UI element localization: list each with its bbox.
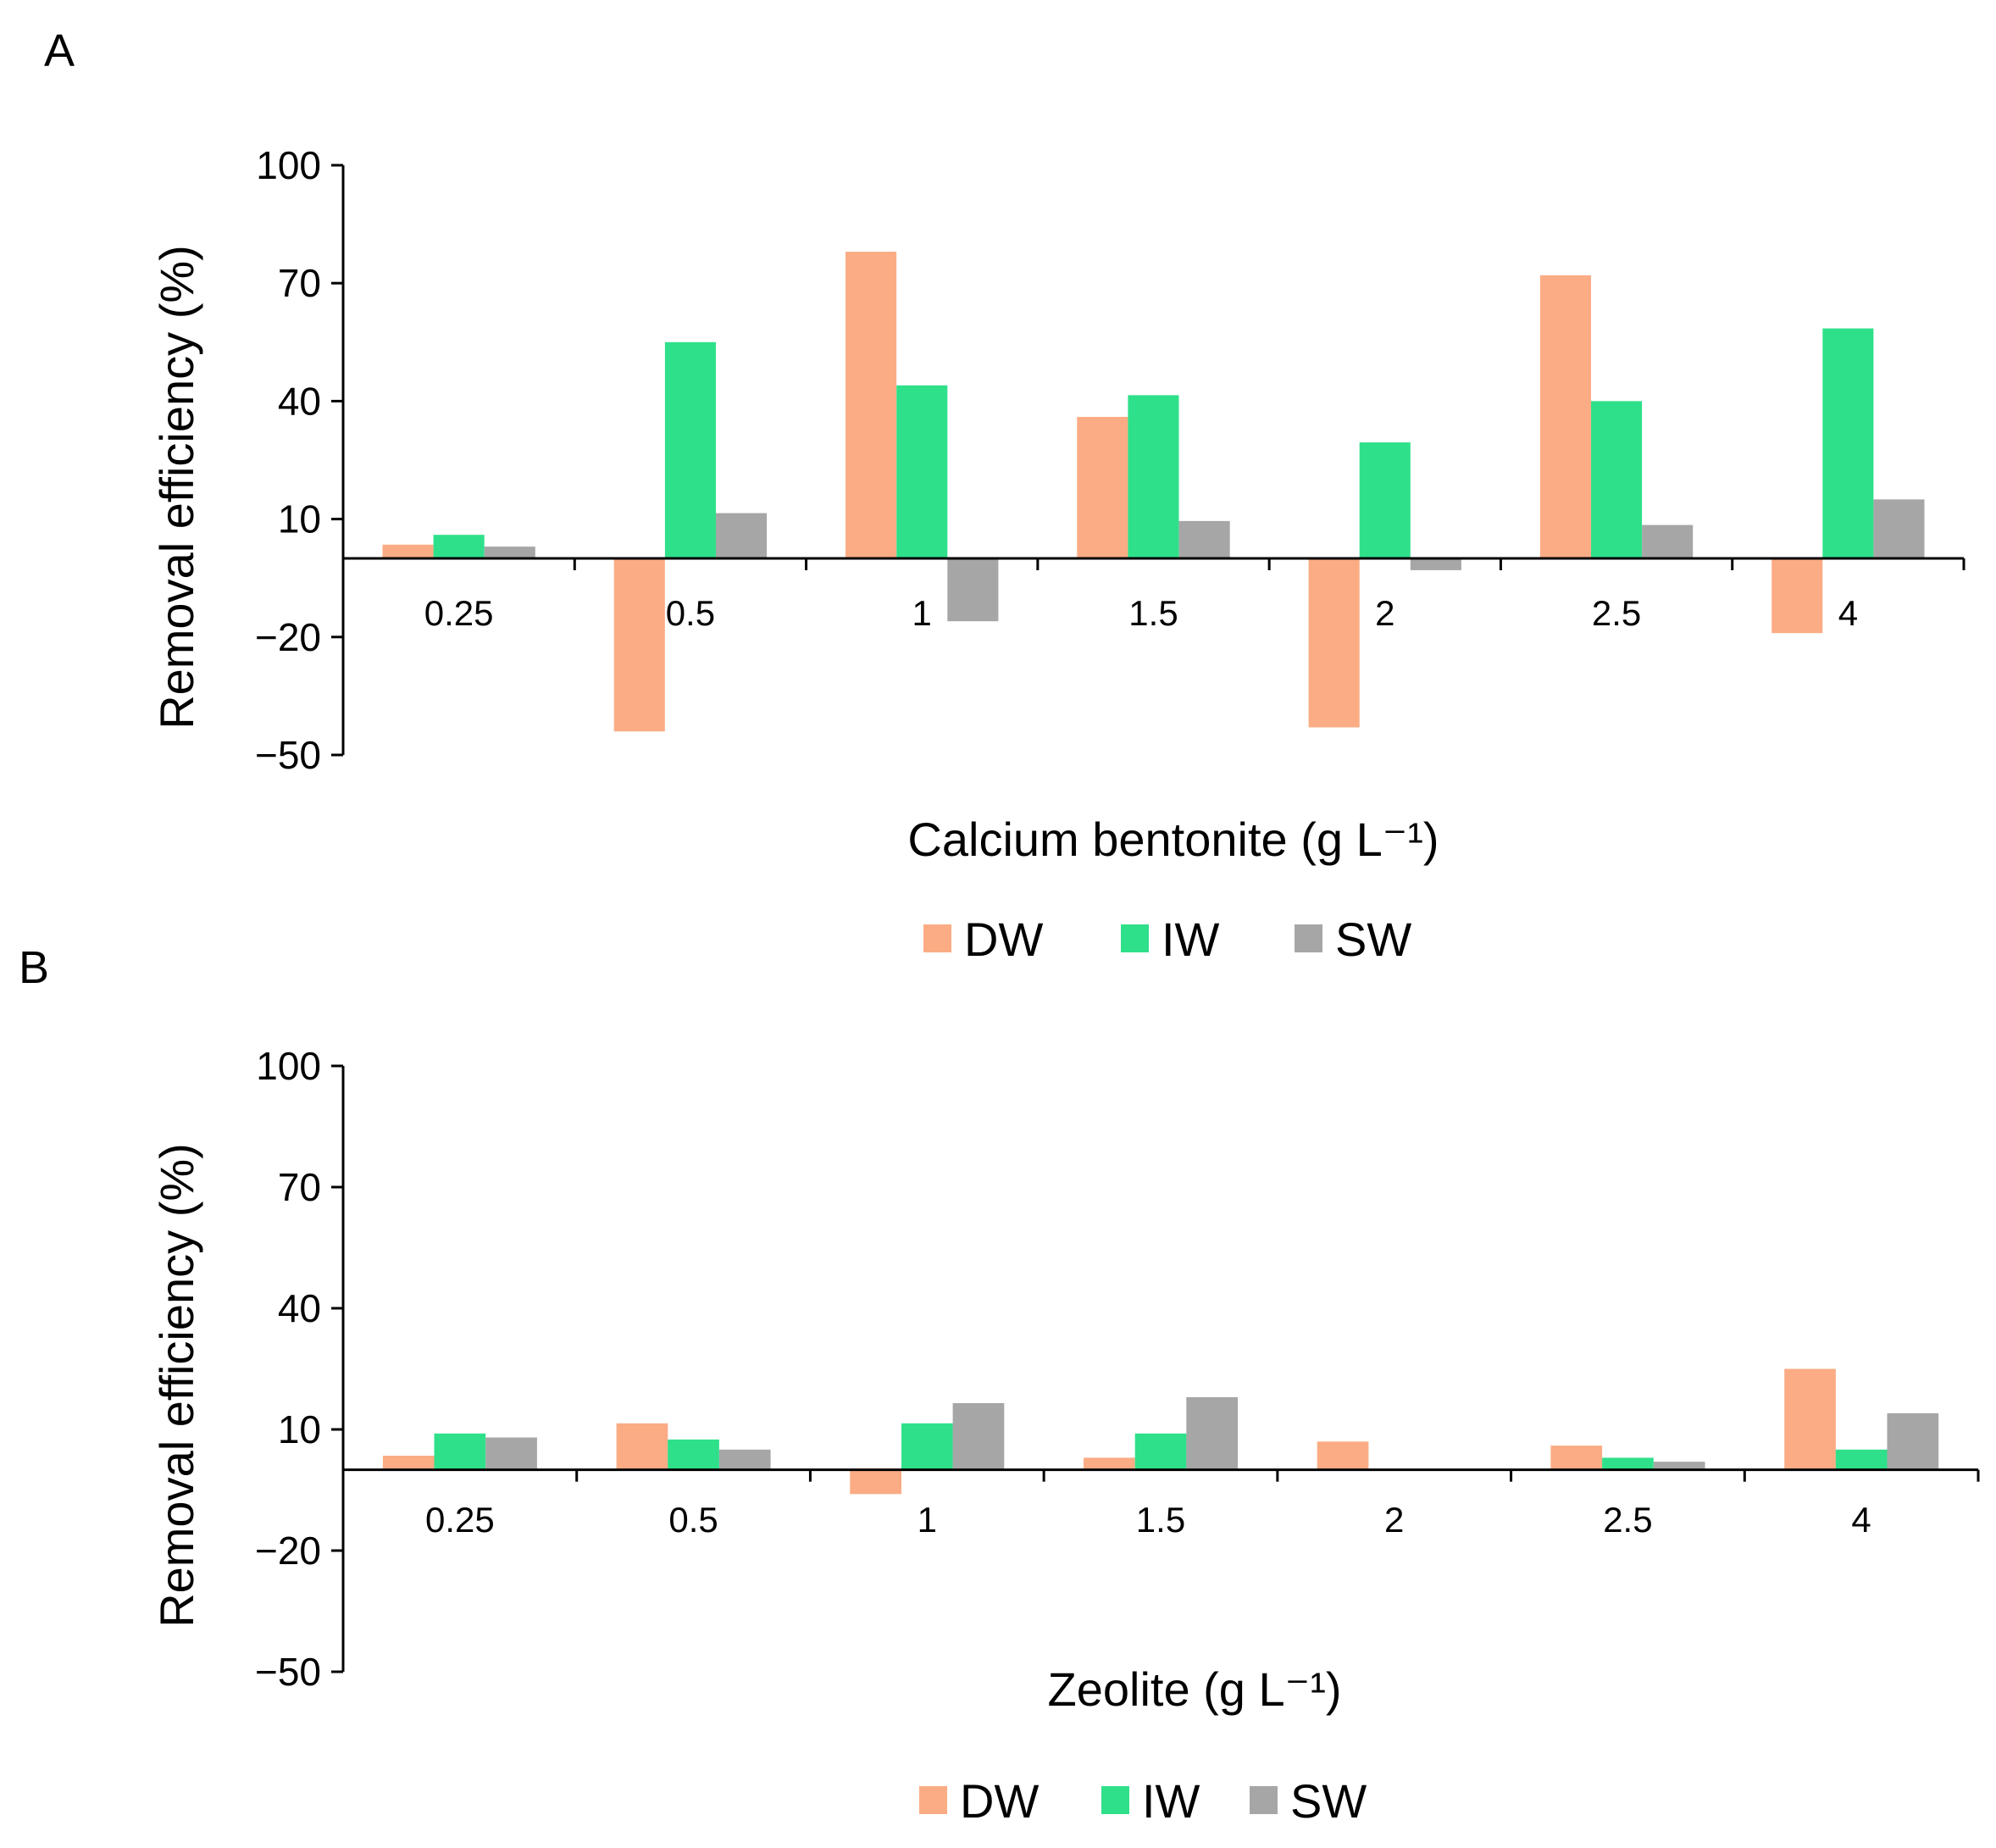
panel-a-x-tick-label: 2 (1375, 593, 1394, 633)
panel-b-legend-label-sw: SW (1290, 1774, 1367, 1828)
panel-b-bar-sw-4 (1887, 1412, 1939, 1470)
panel-a: A Removal efficiency (%) Calcium bentoni… (44, 25, 1966, 966)
panel-b-x-tick-label: 1.5 (1136, 1500, 1185, 1540)
panel-b-bar-sw-2.5 (1653, 1462, 1705, 1470)
panel-b-bar-iw-2.5 (1602, 1457, 1654, 1470)
panel-b-legend-swatch-dw (919, 1786, 947, 1814)
panel-b-legend-label-iw: IW (1142, 1774, 1200, 1828)
panel-b-bar-dw-4 (1784, 1368, 1836, 1470)
panel-b-bar-sw-1.5 (1186, 1396, 1238, 1470)
panel-b-y-tick-label: 10 (278, 1407, 321, 1451)
panel-b-bar-dw-0.25 (382, 1456, 435, 1470)
panel-a-bar-sw-1.5 (1178, 520, 1230, 558)
panel-b-x-tick-label: 2.5 (1603, 1500, 1652, 1540)
panel-a-legend-swatch-iw (1121, 924, 1149, 952)
panel-a-bar-dw-4 (1771, 558, 1823, 634)
panel-a-y-tick-label: 70 (278, 261, 321, 305)
panel-a-x-axis-title: Calcium bentonite (g L⁻¹) (907, 813, 1439, 866)
panel-a-legend-swatch-dw (923, 924, 951, 952)
panel-b-bar-sw-0.25 (485, 1437, 537, 1470)
panel-b-x-tick-label: 0.5 (668, 1500, 718, 1540)
panel-a-bar-dw-1.5 (1077, 417, 1128, 558)
panel-a-y-tick-label: 100 (256, 143, 321, 187)
panel-a-bar-dw-2.5 (1539, 275, 1591, 558)
panel-a-x-tick-label: 2.5 (1592, 593, 1641, 633)
panel-b-y-tick-label: 100 (256, 1044, 321, 1088)
panel-b: B Removal efficiency (%) Zeolite (g L⁻¹)… (19, 942, 1980, 1828)
panel-a-bar-sw-4 (1873, 499, 1925, 558)
panel-b-y-axis-title: Removal efficiency (%) (150, 1143, 203, 1628)
panel-b-bar-dw-2 (1317, 1441, 1369, 1470)
panel-a-bar-iw-4 (1822, 328, 1874, 558)
panel-a-legend-swatch-sw (1295, 924, 1322, 952)
panel-a-y-tick-label: −20 (255, 615, 321, 659)
panel-b-x-axis-title: Zeolite (g L⁻¹) (1048, 1662, 1342, 1716)
panel-b-legend-swatch-sw (1250, 1786, 1278, 1814)
panel-b-legend: DW IW SW (919, 1774, 1367, 1828)
panel-b-x-tick-label: 4 (1851, 1500, 1871, 1540)
panel-b-legend-label-dw: DW (960, 1774, 1039, 1828)
panel-a-legend-label-sw: SW (1335, 913, 1411, 966)
panel-b-bar-dw-0.5 (616, 1423, 668, 1470)
panel-a-legend-label-iw: IW (1162, 913, 1220, 966)
panel-a-bar-sw-2.5 (1642, 524, 1694, 558)
panel-b-bar-dw-1.5 (1084, 1457, 1135, 1470)
panel-b-y-tick-label: −50 (255, 1650, 321, 1694)
panel-a-x-tick-label: 1.5 (1128, 593, 1178, 633)
panel-a-bar-iw-0.25 (433, 535, 485, 558)
panel-a-bar-dw-1 (846, 252, 897, 558)
panel-b-x-tick-label: 1 (918, 1500, 937, 1540)
panel-a-bar-iw-0.5 (664, 341, 716, 558)
panel-a-bar-iw-1.5 (1128, 395, 1179, 558)
panel-a-x-tick-label: 1 (912, 593, 932, 633)
panel-a-y-tick-label: −50 (255, 733, 321, 777)
panel-a-bar-sw-1 (947, 558, 999, 622)
panel-b-bar-iw-1 (901, 1423, 953, 1470)
panel-a-bar-dw-0.5 (613, 558, 665, 732)
panel-a-x-tick-label: 0.25 (424, 593, 494, 633)
panel-a-y-tick-label: 40 (278, 379, 321, 423)
panel-a-bar-sw-2 (1410, 558, 1461, 570)
panel-b-bar-iw-1.5 (1134, 1433, 1187, 1470)
panel-a-bar-sw-0.25 (484, 547, 535, 558)
panel-a-y-axis-title: Removal efficiency (%) (150, 245, 203, 730)
panel-b-bar-iw-0.25 (434, 1433, 486, 1470)
panel-b-bar-sw-1 (952, 1403, 1005, 1470)
panel-a-x-tick-label: 4 (1838, 593, 1858, 633)
panel-a-y-tick-label: 10 (278, 497, 321, 541)
panel-b-bar-iw-4 (1835, 1449, 1888, 1470)
panel-a-bar-dw-0.25 (382, 544, 434, 558)
panel-b-letter: B (19, 942, 49, 993)
panel-b-x-tick-label: 2 (1384, 1500, 1404, 1540)
panel-a-bar-iw-2 (1359, 442, 1411, 558)
panel-a-letter: A (44, 25, 75, 76)
panel-a-bar-iw-1 (896, 385, 948, 558)
panel-a-x-tick-label: 0.5 (666, 593, 715, 633)
panel-b-y-tick-label: 40 (278, 1286, 321, 1330)
panel-a-bar-iw-2.5 (1591, 401, 1643, 558)
panel-b-bar-sw-0.5 (718, 1449, 771, 1470)
panel-a-bar-sw-0.5 (716, 513, 768, 558)
panel-b-y-tick-label: −20 (255, 1529, 321, 1573)
panel-b-y-tick-label: 70 (278, 1165, 321, 1209)
panel-a-legend: DW IW SW (923, 913, 1411, 966)
panel-a-bar-dw-2 (1308, 558, 1360, 728)
panel-b-bar-dw-1 (850, 1469, 901, 1495)
panel-b-x-tick-label: 0.25 (425, 1500, 495, 1540)
panel-b-bar-iw-0.5 (668, 1439, 719, 1470)
panel-b-legend-swatch-iw (1101, 1786, 1129, 1814)
panel-a-legend-label-dw: DW (964, 913, 1043, 966)
panel-b-bar-dw-2.5 (1550, 1446, 1603, 1470)
